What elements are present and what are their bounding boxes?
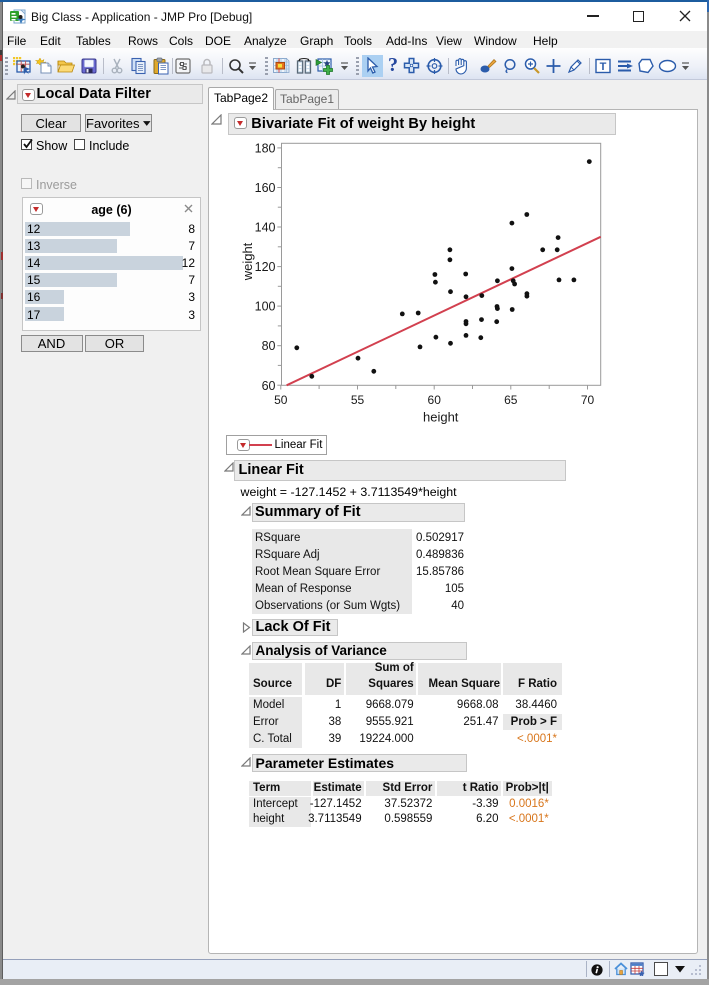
svg-text:60: 60 (262, 379, 276, 393)
svg-text:100: 100 (255, 300, 276, 314)
svg-text:120: 120 (255, 260, 276, 274)
svg-text:140: 140 (255, 221, 276, 235)
svg-text:80: 80 (262, 339, 276, 353)
svg-text:180: 180 (255, 142, 276, 156)
svg-text:T: T (600, 61, 607, 73)
svg-text:height: height (423, 410, 459, 425)
svg-text:weight: weight (240, 242, 255, 281)
svg-text:?: ? (388, 55, 398, 75)
svg-text:55: 55 (351, 393, 365, 407)
svg-text:50: 50 (274, 393, 288, 407)
svg-text:60: 60 (428, 393, 442, 407)
svg-text:70: 70 (581, 393, 595, 407)
svg-text:160: 160 (255, 181, 276, 195)
svg-text:65: 65 (504, 393, 518, 407)
